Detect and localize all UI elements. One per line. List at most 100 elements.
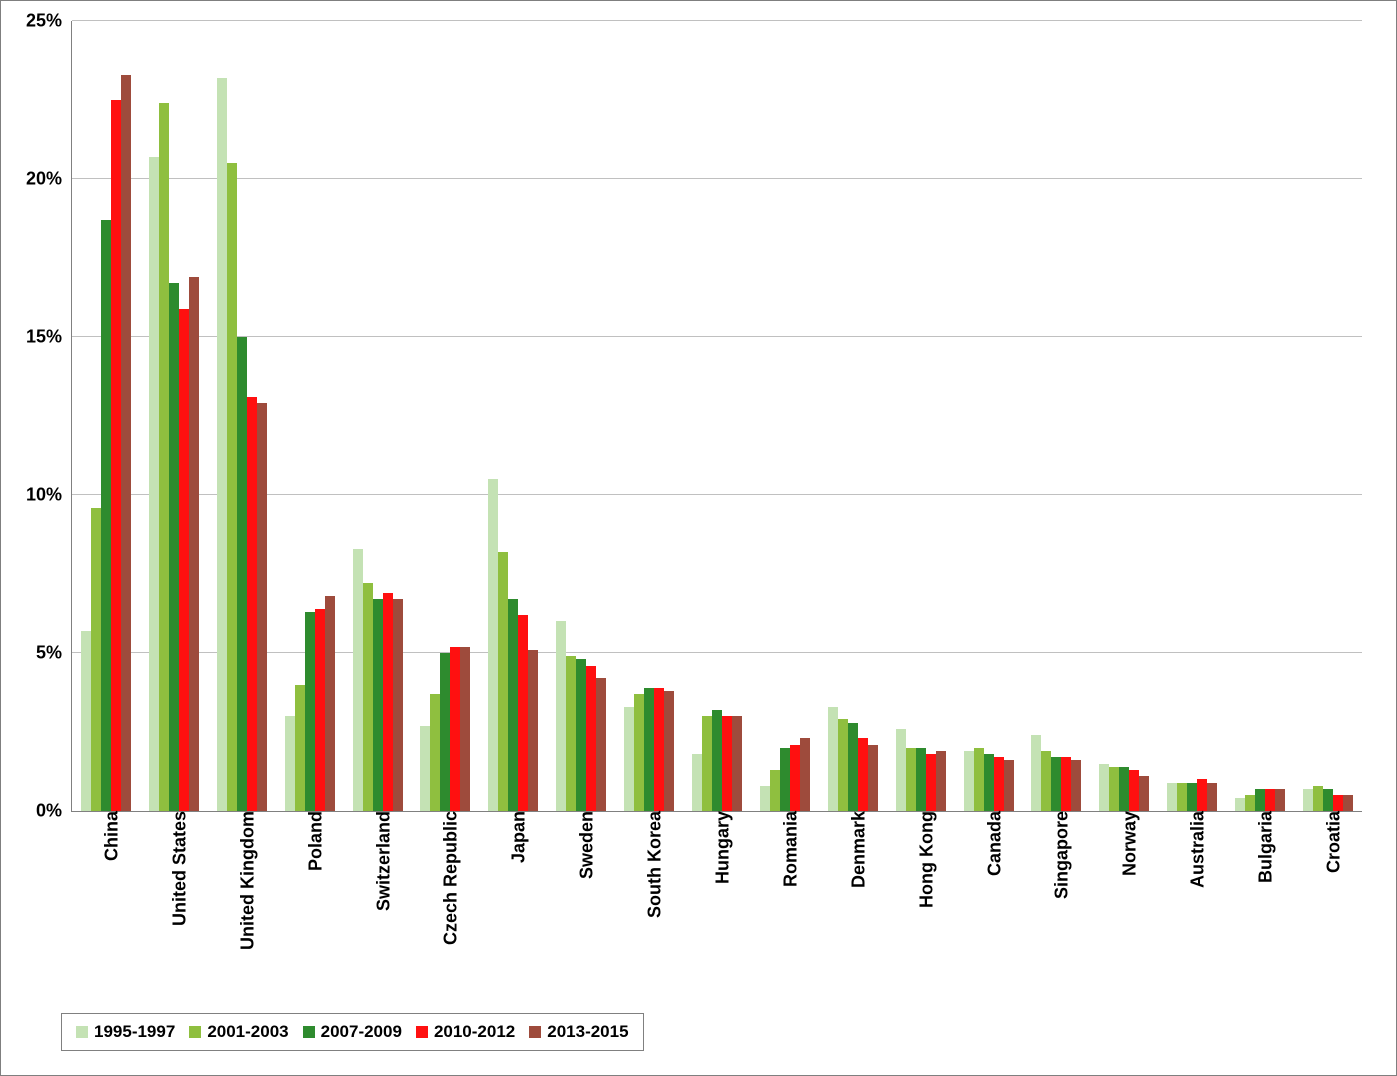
bar bbox=[373, 599, 383, 811]
bar bbox=[654, 688, 664, 811]
bar bbox=[964, 751, 974, 811]
bar bbox=[1235, 798, 1245, 811]
x-tick-label: Poland bbox=[293, 811, 326, 871]
bar-groups: ChinaUnited StatesUnited KingdomPolandSw… bbox=[72, 21, 1362, 811]
bar-group: United Kingdom bbox=[208, 21, 276, 811]
legend-label: 2010-2012 bbox=[434, 1022, 515, 1042]
bar-group: Hong Kong bbox=[887, 21, 955, 811]
x-tick-label: Norway bbox=[1108, 811, 1141, 876]
bar bbox=[101, 220, 111, 811]
bar-group: Bulgaria bbox=[1226, 21, 1294, 811]
legend-swatch bbox=[529, 1026, 541, 1038]
x-tick-label: Bulgaria bbox=[1244, 811, 1277, 883]
bar bbox=[420, 726, 430, 811]
bar bbox=[644, 688, 654, 811]
bar bbox=[237, 337, 247, 811]
bar bbox=[1139, 776, 1149, 811]
bar bbox=[848, 723, 858, 811]
bar bbox=[393, 599, 403, 811]
bar bbox=[169, 283, 179, 811]
bar-group: Canada bbox=[955, 21, 1023, 811]
bar bbox=[363, 583, 373, 811]
bar bbox=[1207, 783, 1217, 811]
bar bbox=[1061, 757, 1071, 811]
bar bbox=[295, 685, 305, 811]
bar bbox=[440, 653, 450, 811]
bar bbox=[664, 691, 674, 811]
bar bbox=[586, 666, 596, 811]
bar bbox=[179, 309, 189, 811]
legend-item: 2007-2009 bbox=[303, 1022, 402, 1042]
y-tick-label: 10% bbox=[26, 485, 72, 506]
bar bbox=[450, 647, 460, 811]
bar bbox=[576, 659, 586, 811]
bar bbox=[189, 277, 199, 811]
bar bbox=[257, 403, 267, 811]
bar bbox=[556, 621, 566, 811]
legend-swatch bbox=[76, 1026, 88, 1038]
bar bbox=[1303, 789, 1313, 811]
x-tick-label: Czech Republic bbox=[429, 811, 462, 945]
bar bbox=[1275, 789, 1285, 811]
plot-area: 0%5%10%15%20%25% ChinaUnited StatesUnite… bbox=[71, 21, 1362, 812]
x-tick-label: Hungary bbox=[700, 811, 733, 884]
bar bbox=[1187, 783, 1197, 811]
x-tick-label: Croatia bbox=[1311, 811, 1344, 873]
y-tick-label: 20% bbox=[26, 169, 72, 190]
legend-item: 2013-2015 bbox=[529, 1022, 628, 1042]
x-tick-label: United States bbox=[157, 811, 190, 926]
bar bbox=[305, 612, 315, 811]
bar-group: Singapore bbox=[1022, 21, 1090, 811]
bar bbox=[800, 738, 810, 811]
legend-label: 1995-1997 bbox=[94, 1022, 175, 1042]
bar bbox=[1041, 751, 1051, 811]
y-tick-label: 5% bbox=[36, 643, 72, 664]
bar bbox=[916, 748, 926, 811]
bar bbox=[508, 599, 518, 811]
bar bbox=[780, 748, 790, 811]
bar-group: Australia bbox=[1158, 21, 1226, 811]
bar bbox=[984, 754, 994, 811]
bar-group: Japan bbox=[479, 21, 547, 811]
bar bbox=[760, 786, 770, 811]
bar bbox=[926, 754, 936, 811]
x-tick-label: United Kingdom bbox=[225, 811, 258, 950]
legend-swatch bbox=[303, 1026, 315, 1038]
x-tick-label: Australia bbox=[1176, 811, 1209, 888]
bar bbox=[217, 78, 227, 811]
x-tick-label: Singapore bbox=[1040, 811, 1073, 899]
legend-item: 2001-2003 bbox=[189, 1022, 288, 1042]
bar bbox=[325, 596, 335, 811]
bar bbox=[1119, 767, 1129, 811]
bar bbox=[1197, 779, 1207, 811]
bar bbox=[722, 716, 732, 811]
bar bbox=[1031, 735, 1041, 811]
bar bbox=[566, 656, 576, 811]
legend-item: 2010-2012 bbox=[416, 1022, 515, 1042]
y-tick-label: 15% bbox=[26, 327, 72, 348]
bar bbox=[285, 716, 295, 811]
bar bbox=[1255, 789, 1265, 811]
bar bbox=[1343, 795, 1353, 811]
bar bbox=[624, 707, 634, 811]
bar-group: Norway bbox=[1090, 21, 1158, 811]
legend-label: 2013-2015 bbox=[547, 1022, 628, 1042]
bar bbox=[770, 770, 780, 811]
x-tick-label: Canada bbox=[972, 811, 1005, 876]
bar bbox=[1071, 760, 1081, 811]
bar bbox=[1004, 760, 1014, 811]
x-tick-label: Romania bbox=[768, 811, 801, 887]
bar-group: South Korea bbox=[615, 21, 683, 811]
bar-group: Romania bbox=[751, 21, 819, 811]
bar-group: Poland bbox=[276, 21, 344, 811]
bar-group: United States bbox=[140, 21, 208, 811]
bar bbox=[1313, 786, 1323, 811]
bar bbox=[159, 103, 169, 811]
bar bbox=[994, 757, 1004, 811]
bar-group: Czech Republic bbox=[411, 21, 479, 811]
legend-swatch bbox=[189, 1026, 201, 1038]
bar bbox=[838, 719, 848, 811]
x-tick-label: Switzerland bbox=[361, 811, 394, 911]
bar-group: Sweden bbox=[547, 21, 615, 811]
bar bbox=[121, 75, 131, 811]
